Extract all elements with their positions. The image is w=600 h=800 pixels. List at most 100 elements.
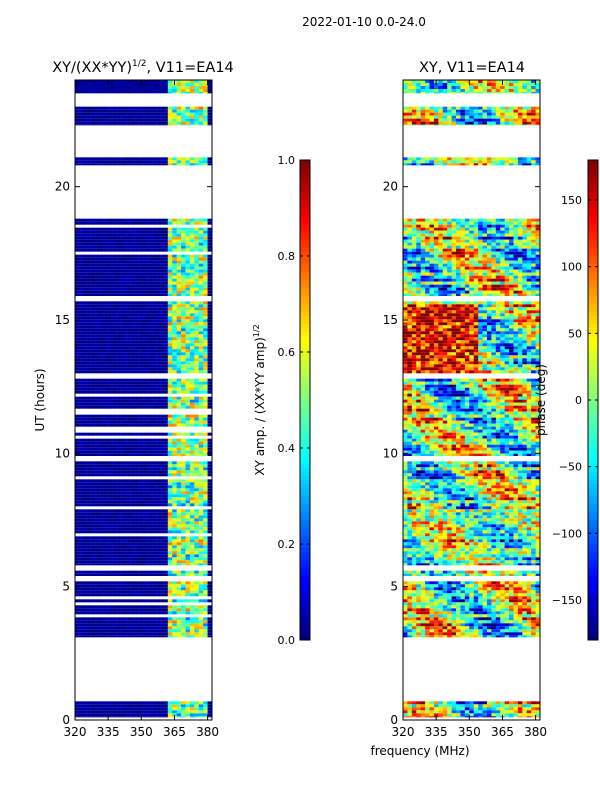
heatmap-cell bbox=[150, 399, 155, 403]
heatmap-cell bbox=[203, 287, 208, 291]
heatmap-cell bbox=[172, 278, 178, 282]
heatmap-cell bbox=[119, 701, 125, 705]
heatmap-cell bbox=[132, 713, 138, 717]
heatmap-cell bbox=[198, 343, 204, 347]
heatmap-cell bbox=[203, 112, 208, 116]
heatmap-cell bbox=[154, 269, 160, 273]
heatmap-cell bbox=[123, 570, 129, 574]
heatmap-cell bbox=[141, 584, 147, 588]
colorbar-segment bbox=[300, 208, 310, 213]
heatmap-cell bbox=[189, 617, 195, 621]
heatmap-cell bbox=[176, 364, 182, 368]
panel1-heatmap bbox=[75, 80, 213, 718]
heatmap-cell bbox=[150, 109, 155, 113]
heatmap-cell bbox=[189, 160, 195, 164]
heatmap-cell bbox=[207, 482, 213, 486]
heatmap-cell bbox=[167, 563, 173, 566]
heatmap-cell bbox=[97, 470, 102, 474]
heatmap-cell bbox=[92, 423, 98, 427]
heatmap-cell bbox=[154, 236, 160, 240]
heatmap-cell bbox=[132, 387, 138, 391]
heatmap-cell bbox=[83, 701, 89, 705]
heatmap-cell bbox=[167, 260, 173, 264]
heatmap-cell bbox=[207, 491, 213, 495]
heatmap-cell bbox=[181, 387, 186, 391]
heatmap-cell bbox=[79, 121, 85, 125]
heatmap-cell bbox=[83, 367, 89, 371]
heatmap-cell bbox=[464, 710, 470, 714]
heatmap-cell bbox=[114, 239, 120, 243]
heatmap-cell bbox=[500, 581, 506, 585]
heatmap-cell bbox=[158, 716, 164, 718]
heatmap-cell bbox=[198, 316, 204, 320]
heatmap-cell bbox=[141, 629, 147, 633]
heatmap-cell bbox=[163, 450, 169, 454]
heatmap-cell bbox=[145, 479, 151, 483]
heatmap-cell bbox=[158, 254, 164, 258]
heatmap-cell bbox=[132, 160, 138, 164]
heatmap-cell bbox=[194, 491, 200, 495]
heatmap-cell bbox=[154, 570, 160, 574]
heatmap-cell bbox=[438, 593, 444, 597]
heatmap-cell bbox=[136, 227, 142, 231]
heatmap-cell bbox=[141, 503, 147, 507]
heatmap-cell bbox=[207, 118, 213, 122]
heatmap-cell bbox=[185, 257, 191, 261]
heatmap-cell bbox=[101, 227, 107, 231]
heatmap-cell bbox=[75, 593, 80, 597]
heatmap-cell bbox=[114, 467, 120, 471]
heatmap-cell bbox=[97, 272, 102, 276]
heatmap-cell bbox=[207, 710, 213, 714]
heatmap-cell bbox=[420, 593, 426, 597]
heatmap-cell bbox=[97, 349, 102, 353]
heatmap-cell bbox=[141, 432, 147, 436]
heatmap-cell bbox=[105, 92, 111, 94]
heatmap-cell bbox=[145, 83, 151, 86]
heatmap-cell bbox=[114, 390, 120, 394]
heatmap-cell bbox=[181, 402, 186, 406]
heatmap-cell bbox=[198, 470, 204, 474]
heatmap-cell bbox=[119, 518, 125, 522]
heatmap-cell bbox=[83, 328, 89, 332]
heatmap-cell bbox=[136, 620, 142, 624]
heatmap-cell bbox=[97, 420, 102, 424]
heatmap-cell bbox=[92, 112, 98, 116]
heatmap-cell bbox=[176, 254, 182, 258]
heatmap-cell bbox=[163, 491, 169, 495]
heatmap-cell bbox=[145, 563, 151, 566]
heatmap-cell bbox=[145, 608, 151, 612]
heatmap-cell bbox=[97, 581, 102, 585]
heatmap-cell bbox=[110, 560, 116, 564]
heatmap-cell bbox=[154, 521, 160, 525]
heatmap-cell bbox=[198, 485, 204, 489]
heatmap-cell bbox=[110, 242, 116, 246]
heatmap-cell bbox=[535, 584, 541, 588]
heatmap-cell bbox=[203, 464, 208, 468]
heatmap-cell bbox=[207, 488, 213, 492]
heatmap-cell bbox=[185, 539, 191, 543]
colorbar-segment bbox=[300, 400, 310, 405]
heatmap-cell bbox=[203, 482, 208, 486]
heatmap-cell bbox=[83, 331, 89, 335]
heatmap-cell bbox=[172, 551, 178, 555]
heatmap-cell bbox=[163, 447, 169, 451]
heatmap-cell bbox=[189, 450, 195, 454]
heatmap-cell bbox=[75, 242, 80, 246]
heatmap-cell bbox=[110, 518, 116, 522]
heatmap-cell bbox=[105, 358, 111, 362]
heatmap-cell bbox=[150, 334, 155, 338]
heatmap-cell bbox=[158, 548, 164, 552]
heatmap-cell bbox=[509, 584, 514, 588]
heatmap-cell bbox=[88, 551, 94, 555]
heatmap-cell bbox=[97, 233, 102, 237]
heatmap-cell bbox=[194, 124, 200, 126]
heatmap-cell bbox=[83, 340, 89, 344]
heatmap-cell bbox=[114, 236, 120, 240]
heatmap-cell bbox=[83, 503, 89, 507]
heatmap-cell bbox=[128, 503, 133, 507]
colorbar-segment bbox=[300, 632, 310, 637]
heatmap-cell bbox=[194, 364, 200, 368]
heatmap-cell bbox=[79, 355, 85, 359]
heatmap-cell bbox=[207, 157, 213, 161]
heatmap-cell bbox=[92, 340, 98, 344]
